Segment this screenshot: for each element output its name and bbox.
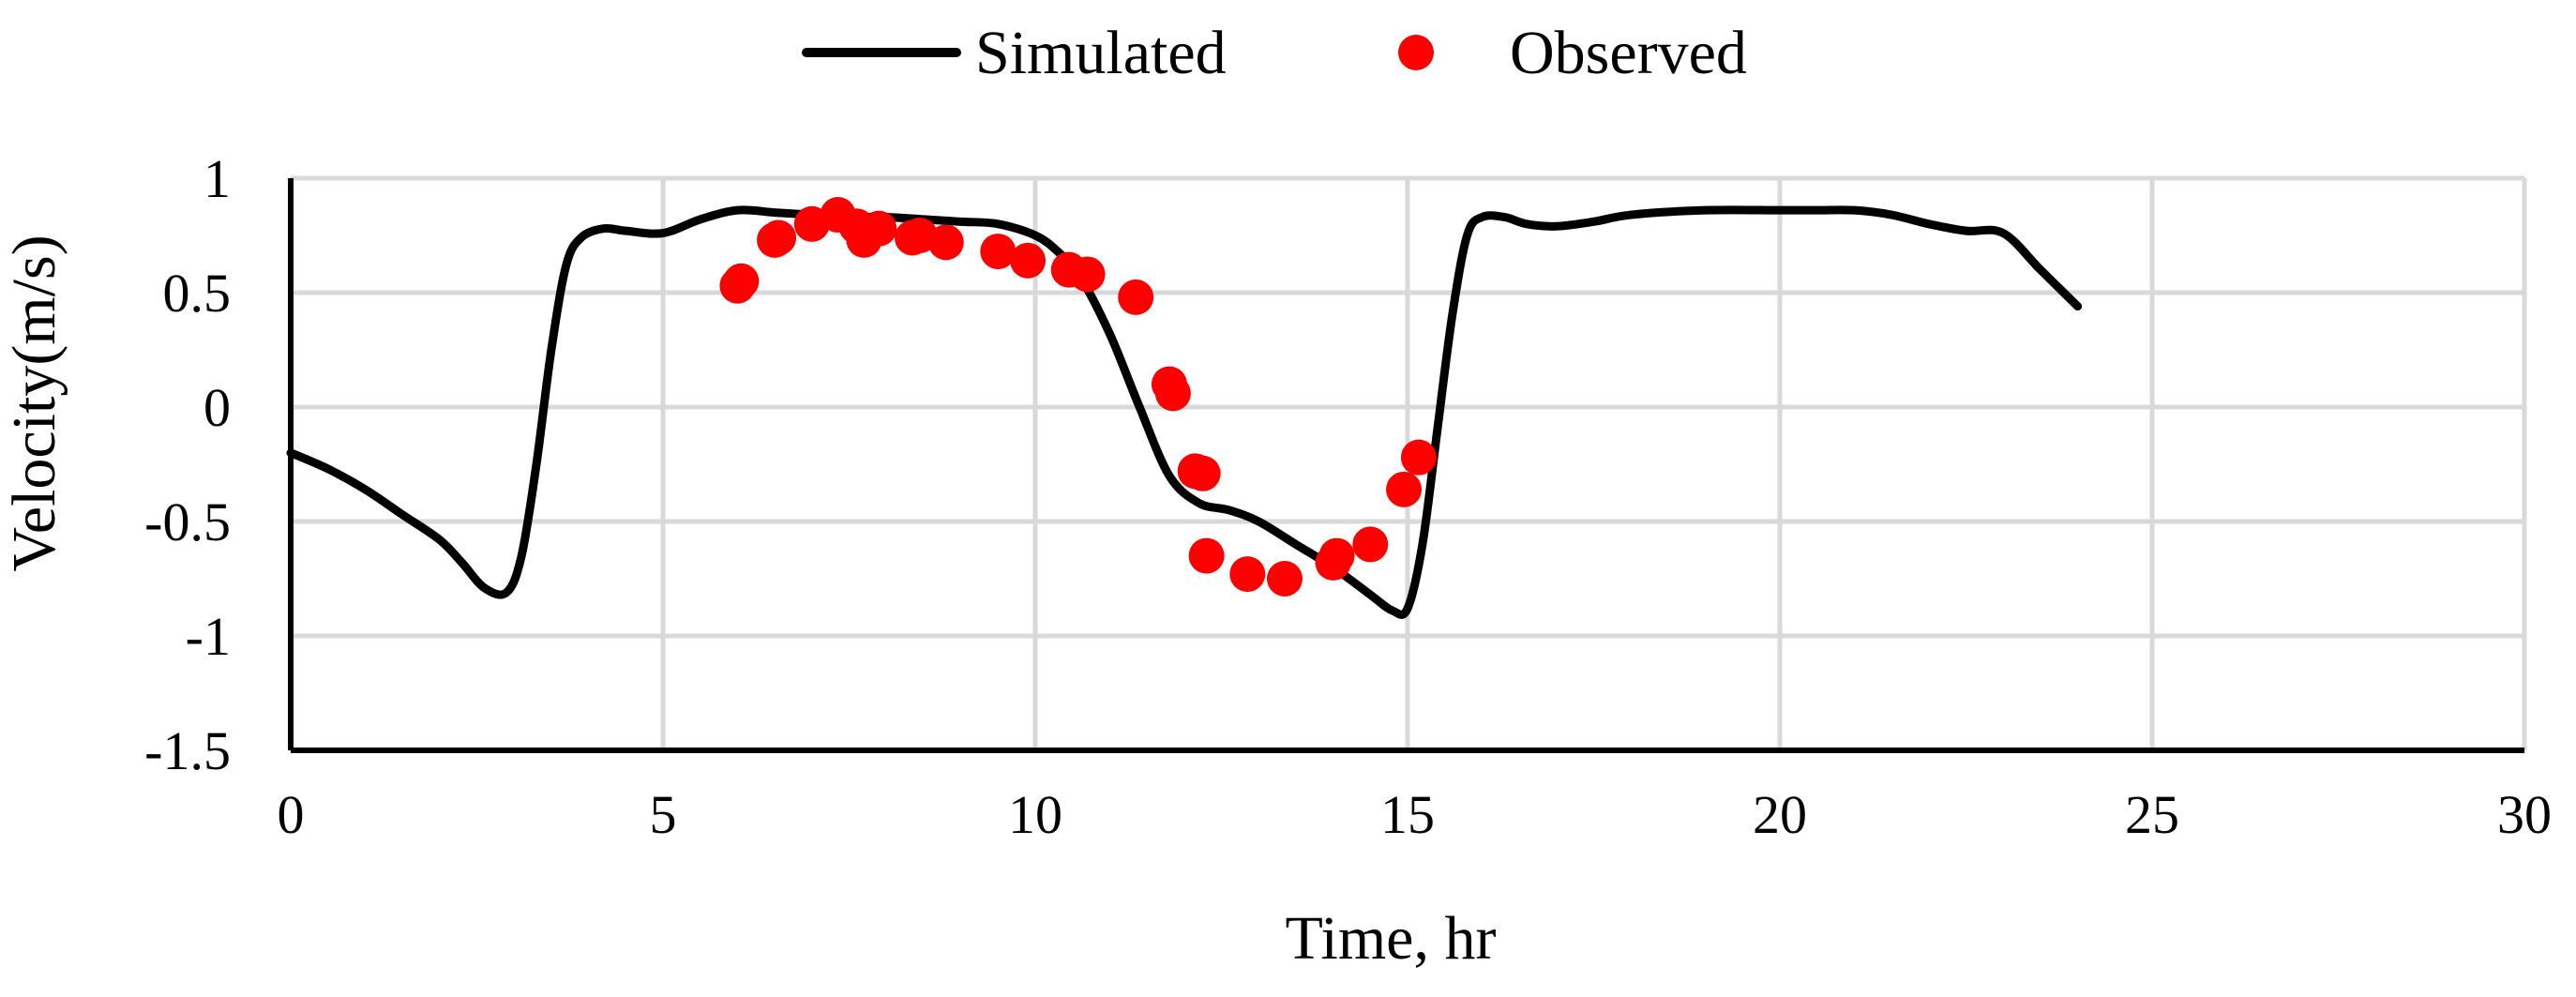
observed-point [1266, 561, 1303, 597]
simulated-series-line [286, 205, 2083, 619]
tick-labels: 0 5 10 15 20 25 30 1 0.5 0 -0.5 -1 -1.5 [144, 148, 2552, 845]
gridlines [291, 175, 2527, 750]
observed-point [1010, 242, 1047, 279]
y-tick-label: -0.5 [144, 491, 231, 552]
observed-point [861, 210, 897, 247]
observed-point [1386, 471, 1423, 507]
observed-point [1229, 556, 1266, 593]
observed-point [1154, 375, 1191, 412]
x-tick-label: 15 [1380, 784, 1435, 845]
observed-point [1352, 526, 1389, 563]
observed-point [1188, 537, 1225, 574]
series [286, 197, 2083, 619]
x-tick-label: 10 [1008, 784, 1062, 845]
legend-observed-swatch [1398, 35, 1434, 70]
x-axis-title: Time, hr [1286, 904, 1497, 973]
legend: Simulated Observed [802, 19, 1747, 87]
legend-observed-label: Observed [1510, 19, 1747, 87]
y-tick-label: 1 [203, 148, 231, 209]
x-tick-label: 25 [2125, 784, 2179, 845]
observed-point [1118, 279, 1154, 315]
observed-point [1184, 455, 1221, 491]
observed-point [1069, 256, 1106, 293]
observed-point [1318, 537, 1355, 574]
axes [288, 178, 2524, 753]
x-tick-label: 5 [650, 784, 677, 845]
observed-point [980, 234, 1017, 270]
legend-simulated-label: Simulated [975, 19, 1227, 87]
y-tick-label: -1 [186, 606, 231, 667]
observed-point [1400, 439, 1437, 476]
x-tick-label: 20 [1753, 784, 1807, 845]
x-tick-label: 0 [278, 784, 305, 845]
y-tick-label: -1.5 [144, 720, 231, 781]
x-tick-label: 30 [2497, 784, 2552, 845]
observed-point [927, 224, 964, 261]
observed-point [723, 263, 760, 299]
observed-point [761, 219, 797, 256]
y-tick-label: 0.5 [163, 263, 232, 324]
y-tick-label: 0 [203, 377, 231, 438]
y-axis-title: Velocity(m/s) [0, 234, 68, 571]
